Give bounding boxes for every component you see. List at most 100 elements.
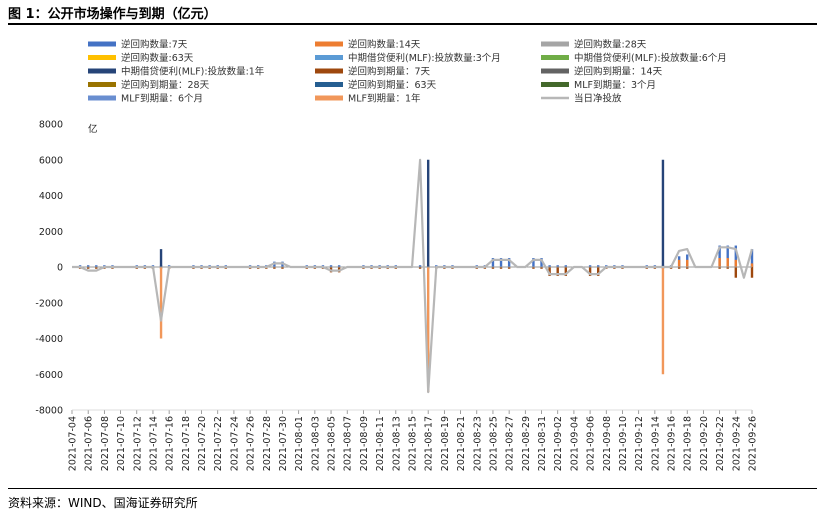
legend-swatch: [315, 68, 343, 74]
bar: [734, 267, 738, 278]
title-divider: [8, 23, 817, 25]
bar: [686, 259, 689, 267]
bar: [273, 267, 276, 269]
x-tick-label: 2021-08-13: [391, 416, 402, 471]
bar: [418, 267, 422, 269]
bar: [499, 258, 503, 267]
x-tick-label: 2021-09-04: [569, 416, 580, 471]
x-tick-label: 2021-09-18: [683, 416, 694, 471]
legend-label: 逆回购到期量：28天: [121, 79, 210, 91]
legend-label: 逆回购到期量：7天: [348, 66, 431, 78]
x-tick-label: 2021-07-12: [132, 416, 143, 471]
legend-swatch: [88, 82, 116, 87]
bar: [95, 265, 98, 267]
footer-divider: [8, 488, 817, 489]
legend-label: 逆回购到期量：14天: [574, 66, 663, 78]
bar: [726, 245, 729, 267]
bar: [596, 267, 600, 276]
bar: [750, 249, 754, 267]
bar: [540, 258, 543, 267]
legend-swatch: [315, 41, 343, 47]
bar: [596, 265, 600, 267]
y-tick-label: -6000: [35, 370, 63, 381]
legend-label: 逆回购数量:63天: [121, 52, 194, 64]
bar: [426, 159, 430, 267]
bar: [718, 267, 721, 269]
bar: [718, 245, 721, 267]
legend-swatch: [88, 41, 116, 47]
bar: [564, 267, 568, 276]
legend-swatch: [541, 55, 569, 60]
bar: [588, 267, 592, 276]
x-tick-label: 2021-07-04: [68, 416, 79, 471]
legend-label: MLF到期量：6个月: [121, 93, 203, 105]
bar: [750, 263, 754, 267]
y-tick-label: 0: [57, 263, 63, 274]
legend-swatch: [315, 55, 343, 60]
x-tick-label: 2021-09-12: [634, 416, 645, 471]
legend-label: MLF到期量：3个月: [574, 79, 656, 91]
legend-swatch: [541, 41, 569, 47]
x-tick-label: 2021-07-24: [229, 416, 240, 471]
x-tick-label: 2021-09-08: [602, 416, 613, 471]
legend-label: 逆回购数量:7天: [121, 39, 188, 51]
legend-swatch: [88, 95, 116, 101]
bar: [686, 267, 689, 269]
x-tick-label: 2021-09-06: [586, 416, 597, 471]
bar: [734, 259, 738, 267]
bar: [159, 267, 163, 339]
bar: [86, 265, 90, 267]
x-tick-label: 2021-08-19: [440, 416, 451, 471]
y-axis-label: 亿: [88, 123, 98, 135]
bar: [159, 249, 163, 267]
legend-swatch: [88, 68, 116, 74]
bar: [726, 267, 729, 269]
x-tick-label: 2021-07-28: [262, 416, 273, 471]
x-tick-label: 2021-08-03: [310, 416, 321, 471]
x-tick-label: 2021-07-10: [116, 416, 127, 471]
x-tick-label: 2021-08-21: [456, 416, 467, 471]
legend-label: 当日净投放: [574, 93, 622, 105]
bar: [556, 267, 559, 276]
legend-label: 中期借贷便利(MLF):投放数量:3个月: [348, 52, 501, 64]
legend-label: 逆回购数量:14天: [348, 39, 421, 51]
x-tick-label: 2021-08-27: [505, 416, 516, 471]
bar: [86, 267, 90, 269]
bar: [750, 267, 754, 278]
x-tick-label: 2021-07-08: [100, 416, 111, 471]
bar: [418, 265, 422, 267]
y-tick-label: -8000: [35, 406, 63, 417]
legend-label: MLF到期量：1年: [348, 93, 421, 105]
x-tick-label: 2021-08-09: [359, 416, 370, 471]
bar: [677, 267, 681, 269]
bar: [281, 267, 284, 269]
x-tick-label: 2021-09-26: [748, 416, 759, 471]
x-tick-label: 2021-09-20: [699, 416, 710, 471]
x-tick-label: 2021-08-23: [472, 416, 483, 471]
x-tick-label: 2021-08-05: [327, 416, 338, 471]
y-tick-label: 4000: [39, 191, 63, 202]
bar: [564, 265, 568, 267]
bar: [556, 265, 559, 267]
y-tick-label: -4000: [35, 334, 63, 345]
legend-label: 逆回购到期量：63天: [348, 79, 437, 91]
legend-label: 中期借贷便利(MLF):投放数量:6个月: [574, 52, 727, 64]
bar: [337, 265, 341, 267]
bar: [540, 267, 543, 269]
bar: [426, 267, 430, 393]
x-tick-label: 2021-08-11: [375, 416, 386, 471]
bar: [548, 267, 551, 276]
x-tick-label: 2021-08-29: [521, 416, 532, 471]
x-tick-label: 2021-07-26: [246, 416, 257, 471]
x-tick-label: 2021-08-31: [537, 416, 548, 471]
bar: [507, 258, 511, 267]
x-tick-label: 2021-08-15: [408, 416, 419, 471]
y-tick-label: 2000: [39, 227, 63, 238]
x-tick-label: 2021-09-24: [731, 416, 742, 471]
bar: [507, 267, 511, 269]
y-tick-label: -2000: [35, 298, 63, 309]
bar: [499, 267, 503, 269]
x-tick-label: 2021-09-22: [715, 416, 726, 471]
x-tick-label: 2021-09-10: [618, 416, 629, 471]
